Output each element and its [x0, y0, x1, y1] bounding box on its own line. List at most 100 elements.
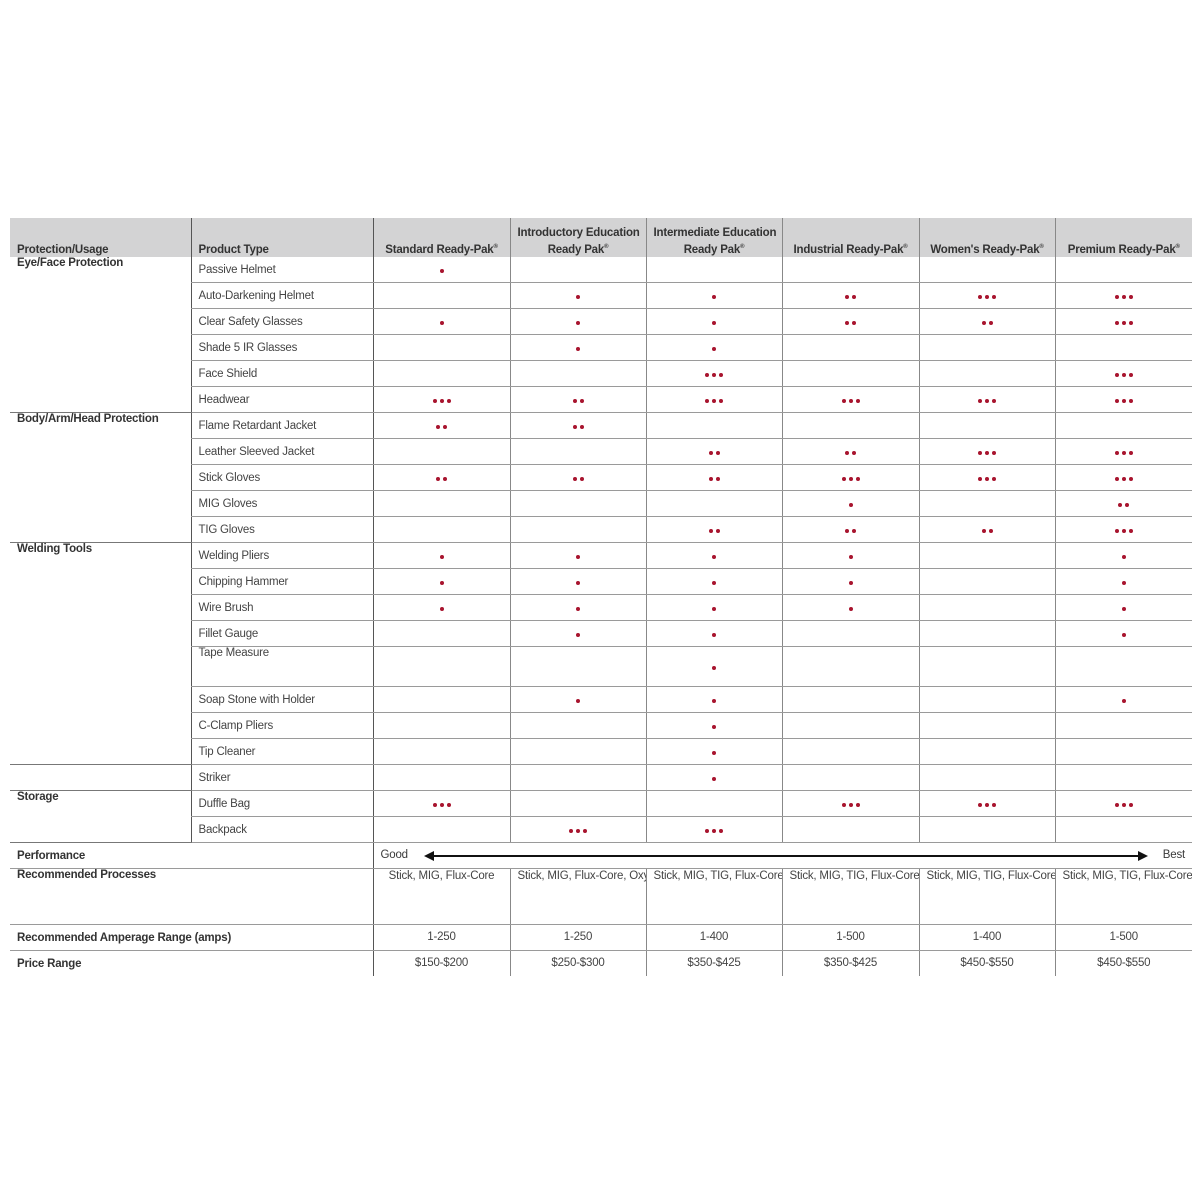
inclusion-cell — [1054, 542, 1192, 569]
table-row: TIG Gloves — [10, 516, 1192, 543]
footer-value: Stick, MIG, TIG, Flux-Core, Oxy-Fuel — [781, 868, 919, 925]
inclusion-cell — [918, 308, 1055, 335]
inclusion-cell — [509, 620, 646, 647]
footer-row: Recommended Amperage Range (amps) 1-250 1-… — [10, 924, 1192, 951]
dot-icon — [978, 802, 982, 807]
ready-pak-comparison-table: Protection/Usage Product Type Standard R… — [10, 218, 1192, 976]
inclusion-cell — [645, 646, 782, 687]
dot-icon — [978, 294, 982, 299]
inclusion-cell — [645, 282, 782, 309]
dot-icon — [848, 802, 853, 807]
product-type: C-Clamp Pliers — [190, 712, 373, 739]
dot-icon — [572, 424, 577, 429]
header-pack-3: Industrial Ready-Pak® — [781, 218, 919, 257]
footer-value: 1-500 — [1054, 924, 1192, 951]
product-type: TIG Gloves — [190, 516, 373, 543]
inclusion-cell — [509, 738, 646, 765]
dot-icon — [1114, 294, 1119, 299]
inclusion-cell — [372, 816, 510, 843]
inclusion-cell — [1054, 738, 1192, 765]
pack-name-line2: Ready Pak — [683, 244, 741, 256]
dot-icon — [852, 450, 856, 455]
table-row: Fillet Gauge — [10, 620, 1192, 647]
inclusion-cell — [372, 438, 510, 465]
dot-icon — [576, 294, 580, 299]
inclusion-cell — [372, 386, 510, 413]
header-protection-usage: Protection/Usage — [10, 218, 191, 257]
dot-icon — [1114, 476, 1119, 481]
rating-dots — [432, 398, 451, 403]
inclusion-cell — [781, 334, 919, 361]
rating-dots — [1114, 372, 1133, 377]
dot-icon — [855, 802, 860, 807]
dot-icon — [1128, 294, 1133, 299]
dot-icon — [579, 476, 584, 481]
category-label: Body/Arm/Head Protection — [10, 412, 191, 543]
dot-icon — [1114, 802, 1119, 807]
inclusion-cell — [781, 764, 919, 791]
dot-icon — [852, 528, 856, 533]
dot-icon — [852, 320, 856, 325]
dot-icon — [712, 665, 716, 670]
table-row: Leather Sleeved Jacket — [10, 438, 1192, 465]
inclusion-cell — [645, 360, 782, 387]
rating-dots — [1114, 294, 1133, 299]
inclusion-cell — [781, 620, 919, 647]
inclusion-cell — [509, 360, 646, 387]
dot-icon — [1128, 372, 1133, 377]
inclusion-cell — [781, 686, 919, 713]
inclusion-cell — [918, 686, 1055, 713]
dot-icon — [715, 476, 720, 481]
product-type: Stick Gloves — [190, 464, 373, 491]
rating-dots — [432, 802, 451, 807]
dot-icon — [439, 554, 444, 559]
inclusion-cell — [918, 816, 1055, 843]
dot-icon — [848, 476, 853, 481]
dot-icon — [439, 398, 444, 403]
dot-icon — [1121, 606, 1126, 611]
inclusion-cell — [372, 790, 510, 817]
dot-icon — [841, 802, 846, 807]
product-type: Clear Safety Glasses — [190, 308, 373, 335]
table-row: Eye/Face Protection Passive Helmet — [10, 257, 1192, 413]
rating-dots — [572, 398, 584, 403]
table-row: Striker — [10, 764, 1192, 791]
dot-icon — [439, 606, 444, 611]
rating-dots — [1121, 698, 1126, 703]
inclusion-cell — [918, 594, 1055, 621]
performance-row: Performance Good Best — [10, 842, 1192, 869]
product-type: Tape Measure — [190, 646, 373, 687]
dot-icon — [985, 476, 989, 481]
inclusion-cell — [372, 620, 510, 647]
dot-icon — [1128, 802, 1133, 807]
rating-dots — [576, 554, 580, 559]
product-type: Duffle Bag — [190, 790, 373, 817]
dot-icon — [841, 476, 846, 481]
rating-dots — [712, 724, 716, 729]
dot-icon — [583, 828, 587, 833]
pack-name: Women's Ready-Pak — [930, 244, 1040, 256]
product-type: Auto-Darkening Helmet — [190, 282, 373, 309]
dot-icon — [1121, 398, 1126, 403]
inclusion-cell — [645, 738, 782, 765]
registered-mark: ® — [903, 244, 908, 251]
pack-name: Premium Ready-Pak — [1067, 244, 1176, 256]
table-row: Body/Arm/Head Protection Flame Retardant … — [10, 412, 1192, 543]
table-row: Stick Gloves — [10, 464, 1192, 491]
product-type: Striker — [190, 764, 373, 791]
table-row: Headwear — [10, 386, 1192, 413]
rating-dots — [848, 554, 853, 559]
rating-dots — [712, 346, 716, 351]
inclusion-cell — [645, 594, 782, 621]
rating-dots — [1118, 502, 1130, 507]
inclusion-cell — [509, 764, 646, 791]
table-row: MIG Gloves — [10, 490, 1192, 517]
inclusion-cell — [509, 686, 646, 713]
inclusion-cell — [918, 360, 1055, 387]
inclusion-cell — [509, 816, 646, 843]
rating-dots — [1121, 554, 1126, 559]
footer-row: Price Range $150-$200 $250-$300 $350-$425 $3… — [10, 950, 1192, 976]
rating-dots — [978, 802, 996, 807]
product-type: Backpack — [190, 816, 373, 843]
inclusion-cell — [1054, 594, 1192, 621]
